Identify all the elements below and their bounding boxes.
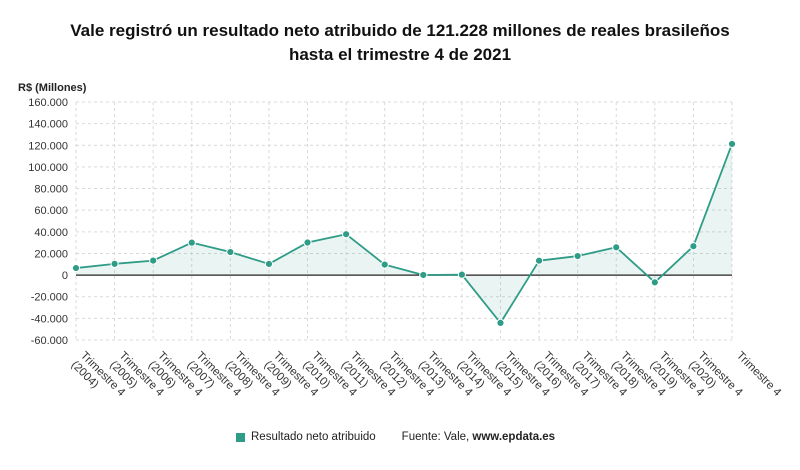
y-axis-ticks: 160.000 140.000 120.000 100.000 80.000 60.000… <box>28 97 68 347</box>
y-tick-label: 140.000 <box>28 119 68 131</box>
legend-swatch <box>236 432 245 442</box>
data-point <box>342 230 351 239</box>
data-point <box>573 251 582 261</box>
data-point <box>612 243 621 252</box>
data-point <box>264 259 274 269</box>
series-line <box>75 143 733 324</box>
grid-lines <box>75 101 733 341</box>
data-point <box>419 270 428 280</box>
data-point <box>650 278 659 287</box>
area-fill <box>76 143 732 323</box>
legend-label: Resultado neto atribuido <box>251 431 376 443</box>
y-tick-label: 100.000 <box>28 162 68 174</box>
data-point <box>110 259 119 268</box>
data-point <box>226 247 235 257</box>
y-tick-label: 0 <box>62 270 68 282</box>
series-area <box>76 143 732 323</box>
source-prefix: Fuente: Vale, <box>401 431 473 443</box>
data-point <box>187 238 196 247</box>
y-tick-label: 60.000 <box>34 205 68 217</box>
data-point <box>496 318 505 328</box>
y-axis-label: R$ (Millones) <box>18 82 87 94</box>
series-polyline <box>75 143 733 324</box>
legend: Resultado neto atribuido Fuente: Vale, w… <box>236 431 555 443</box>
source-site: www.epdata.es <box>472 431 556 443</box>
data-point <box>727 139 737 149</box>
y-tick-label: 20.000 <box>34 248 68 260</box>
y-tick-label: 40.000 <box>34 227 68 239</box>
data-point <box>457 270 466 279</box>
data-points <box>71 139 737 328</box>
data-point <box>71 263 81 273</box>
data-point <box>149 256 158 265</box>
y-tick-label: -60.000 <box>31 335 68 347</box>
y-tick-label: -40.000 <box>31 313 68 325</box>
y-tick-label: 160.000 <box>28 97 68 109</box>
data-point <box>534 256 544 265</box>
data-point <box>380 260 389 269</box>
y-tick-label: -20.000 <box>31 292 68 304</box>
y-tick-label: 120.000 <box>28 140 68 152</box>
y-tick-label: 80.000 <box>34 184 68 196</box>
data-point <box>689 242 698 251</box>
source-note: Fuente: Vale, www.epdata.es <box>402 431 555 443</box>
chart-title: Vale registró un resultado neto atribuid… <box>70 21 730 40</box>
data-point <box>303 238 312 247</box>
x-axis-ticks: Trimestre 4(2004) Trimestre 4(2005) Trimes… <box>69 350 784 400</box>
chart-title-line2: hasta el trimestre 4 de 2021 <box>288 45 512 64</box>
